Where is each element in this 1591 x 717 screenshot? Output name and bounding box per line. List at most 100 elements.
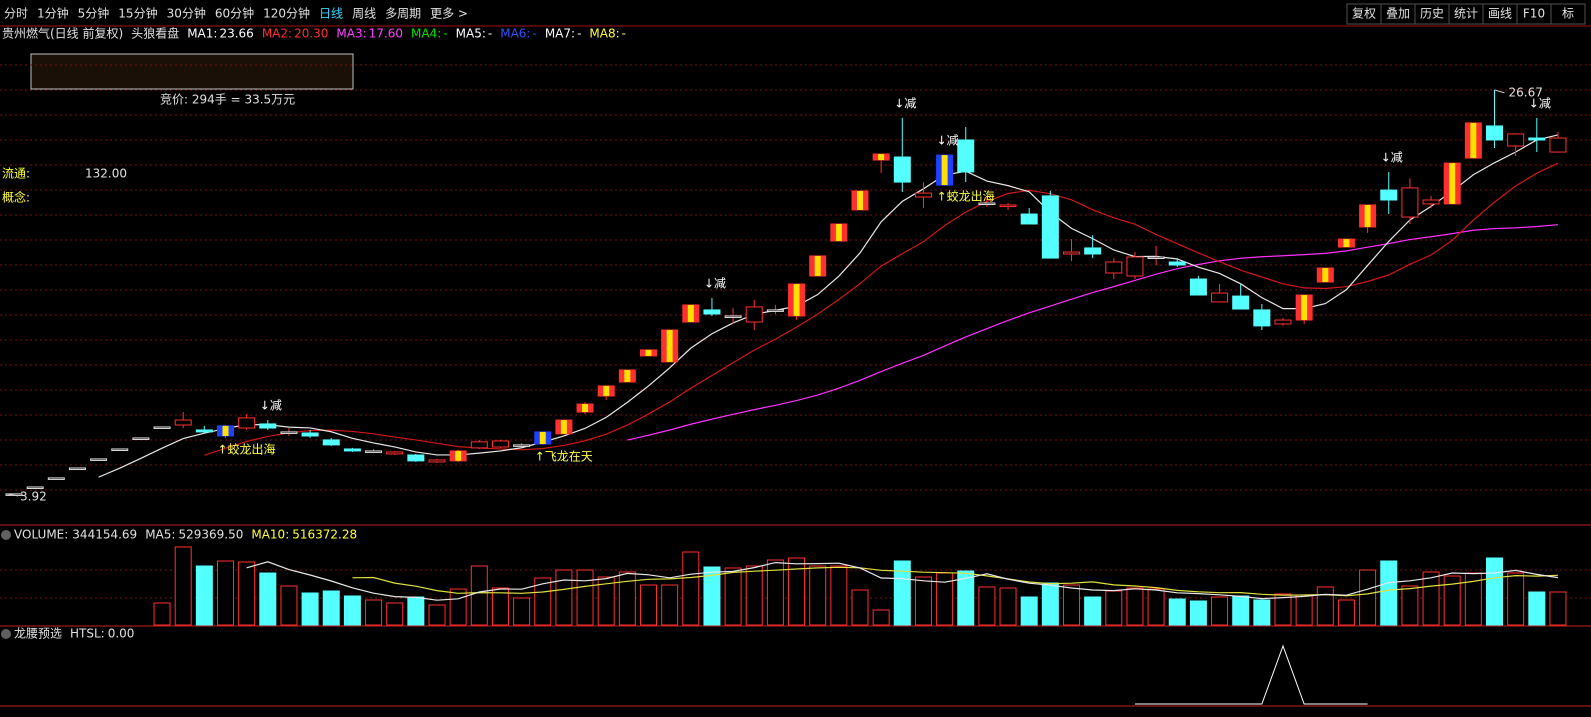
volume-bar — [238, 561, 256, 626]
signal-label: ↓减 — [1381, 150, 1403, 164]
volume-bar — [745, 565, 763, 626]
candle-body — [1253, 309, 1271, 327]
volume-bar — [872, 609, 890, 626]
candle-body — [259, 423, 277, 429]
candle-body — [111, 448, 129, 451]
concept-label: 概念: — [2, 190, 30, 205]
volume-bar — [449, 588, 467, 626]
float-label: 流通: — [2, 167, 30, 181]
header-text: - — [532, 27, 536, 41]
low-label: 3.92 — [20, 489, 47, 503]
header-text: 529369.50 — [178, 528, 243, 542]
candle-body — [999, 204, 1017, 207]
volume-bar — [365, 599, 383, 626]
candle-stripe — [222, 425, 229, 437]
toolbar-button-label[interactable]: F10 — [1523, 7, 1545, 21]
period-tab[interactable]: 120分钟 — [263, 6, 310, 21]
volume-bar — [513, 597, 531, 626]
volume-bar — [703, 566, 721, 626]
header-text: MA10: — [251, 528, 289, 542]
candle-body — [1274, 319, 1292, 325]
period-tab[interactable]: 5分钟 — [78, 6, 110, 21]
candle-body — [513, 444, 531, 447]
candle-body — [1063, 251, 1080, 255]
candle-body — [1486, 125, 1503, 141]
volume-bar — [1232, 595, 1250, 626]
volume-bar — [788, 557, 806, 626]
candle-body — [1105, 261, 1123, 274]
volume-bar — [1337, 599, 1355, 626]
header-text: 516372.28 — [292, 528, 357, 542]
collapse-icon[interactable] — [1, 530, 11, 540]
volume-bar — [343, 595, 361, 626]
period-tab[interactable]: 15分钟 — [118, 6, 157, 21]
volume-bar — [618, 571, 636, 626]
candle-body — [1507, 133, 1525, 147]
volume-bar — [1253, 599, 1271, 626]
period-tab[interactable]: 分时 — [4, 7, 28, 21]
signal-label: ↓减 — [937, 134, 959, 148]
volume-bar — [1105, 590, 1123, 626]
candle-body — [1549, 137, 1567, 153]
candle-stripe — [1301, 295, 1308, 321]
candle-stripe — [793, 283, 800, 316]
volume-bar — [470, 565, 488, 626]
header-text: 龙腰预选 — [14, 627, 62, 641]
toolbar-button-label[interactable]: 历史 — [1420, 7, 1444, 21]
candle-stripe — [624, 369, 631, 383]
volume-bar — [491, 587, 509, 626]
period-tab[interactable]: 日线 — [319, 7, 343, 21]
candle-body — [365, 450, 383, 453]
candle-body — [301, 432, 319, 437]
period-tab[interactable]: 1分钟 — [37, 6, 69, 21]
float-value: 132.00 — [85, 167, 127, 181]
period-tab[interactable]: 60分钟 — [215, 6, 254, 21]
volume-bar — [851, 589, 869, 626]
volume-bar — [766, 559, 784, 626]
volume-ma-line — [246, 561, 1559, 601]
toolbar-button-label[interactable]: 画线 — [1488, 7, 1512, 21]
period-tab[interactable]: 30分钟 — [167, 6, 206, 21]
volume-bar — [661, 584, 679, 626]
signal-label: ↓减 — [1529, 96, 1551, 110]
period-tab[interactable]: 多周期 — [385, 7, 421, 21]
volume-bar — [830, 565, 848, 626]
candle-body — [26, 486, 44, 489]
header-text: HTSL: — [70, 627, 105, 641]
volume-bar — [999, 587, 1017, 626]
header-text: - — [577, 27, 581, 41]
toolbar-button-label[interactable]: 复权 — [1352, 7, 1376, 21]
candle-body — [491, 440, 509, 448]
toolbar-button[interactable] — [1550, 3, 1586, 25]
candle-body — [407, 454, 425, 462]
collapse-icon[interactable] — [1, 629, 11, 639]
volume-bar — [1486, 557, 1503, 626]
candle-stripe — [560, 420, 567, 434]
volume-bar — [1084, 596, 1102, 626]
volume-bar — [1126, 587, 1144, 626]
period-tab[interactable]: 更多 > — [430, 7, 468, 21]
candle-stripe — [687, 304, 694, 322]
toolbar-button-label[interactable]: 标 — [1562, 7, 1574, 21]
volume-bar — [1168, 598, 1186, 626]
candle-body — [745, 306, 763, 323]
volume-bar — [1274, 593, 1292, 626]
candle-stripe — [582, 404, 589, 413]
volume-bar — [1147, 588, 1165, 626]
volume-bar — [1401, 585, 1419, 626]
header-text: 贵州燃气(日线 前复权) — [2, 26, 123, 41]
volume-bar — [597, 576, 615, 626]
volume-bar — [809, 565, 827, 626]
volume-bar — [1549, 591, 1567, 626]
candle-body — [1422, 199, 1440, 205]
toolbar-button-label[interactable]: 统计 — [1454, 7, 1478, 21]
period-tab[interactable]: 周线 — [352, 7, 376, 21]
candle-body — [1528, 137, 1546, 141]
volume-bar — [957, 570, 975, 626]
volume-bar — [407, 596, 425, 626]
ma-line — [627, 224, 1559, 441]
candle-body — [238, 417, 256, 429]
volume-bar — [1507, 572, 1525, 626]
volume-bar — [1422, 571, 1440, 626]
toolbar-button-label[interactable]: 叠加 — [1386, 7, 1410, 21]
